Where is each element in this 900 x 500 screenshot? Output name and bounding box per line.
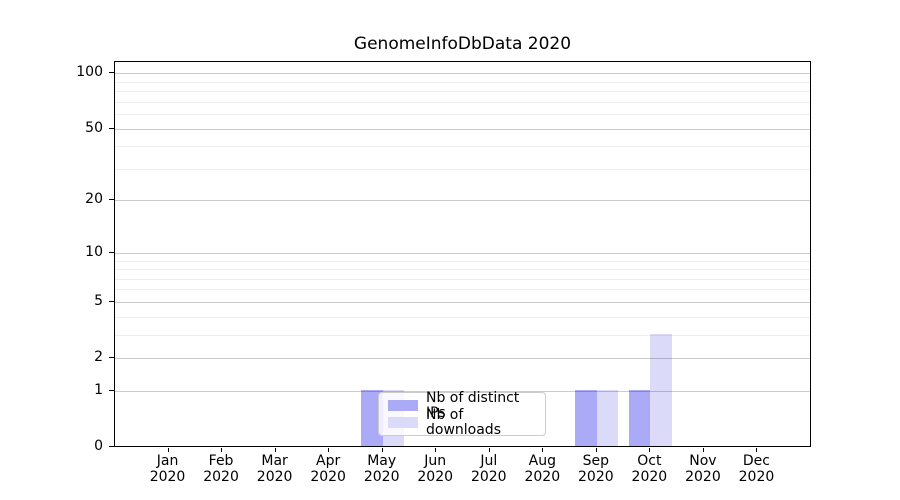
bar-distinct-ips [575,389,597,446]
x-tick-label: Mar 2020 [256,453,293,485]
x-tick-label: Nov 2020 [685,453,721,485]
x-tick [488,448,490,452]
legend-swatch-distinct-ips [388,400,418,411]
chart-title: GenomeInfoDbData 2020 [353,34,572,54]
x-tick-label: Sep 2020 [578,453,614,485]
x-tick [381,448,383,452]
y-tick [109,300,114,302]
bar-distinct-ips [361,389,383,446]
legend: Nb of distinct IPs Nb of downloads [378,390,546,437]
x-tick-label: Aug 2020 [524,453,561,485]
x-tick-label: Apr 2020 [310,453,346,485]
gridline-major [115,128,810,130]
x-tick-label: May 2020 [363,453,400,485]
y-tick [109,446,114,447]
x-tick [435,448,437,452]
y-tick-label: 2 [94,349,103,366]
gridline-minor [115,260,810,262]
legend-item-distinct-ips: Nb of distinct IPs [388,390,536,420]
x-tick [274,448,276,452]
x-tick-label: Feb 2020 [203,453,239,485]
x-tick [756,448,758,452]
y-tick-label: 20 [85,191,103,208]
gridline-major [115,73,810,75]
legend-label-distinct-ips: Nb of distinct IPs [426,389,520,421]
gridline-minor [115,269,810,271]
x-tick [221,448,223,452]
gridline-major [115,301,810,303]
legend-swatch-downloads [388,417,418,428]
x-tick [649,448,651,452]
gridline-major [115,200,810,202]
gridline-minor [115,146,810,148]
x-tick-label: Jul 2020 [470,453,507,485]
gridline-minor [115,114,810,116]
x-tick [702,448,704,452]
gridline-minor [115,334,810,336]
legend-item-downloads: Nb of downloads [388,407,536,437]
gridline-minor [115,278,810,280]
y-tick-label: 50 [85,119,103,136]
y-tick [109,357,114,359]
y-tick [109,72,114,74]
x-tick-label: Oct 2020 [631,453,668,485]
y-tick [109,251,114,253]
gridline-minor [115,289,810,291]
plot-area [114,61,811,447]
gridline-major [115,358,810,360]
x-tick-label: Jun 2020 [417,453,454,485]
y-tick [109,389,114,391]
x-tick-label: Jan 2020 [149,453,186,485]
x-tick [542,448,544,452]
x-tick [167,448,169,452]
gridline-major [115,252,810,254]
y-tick [109,127,114,129]
gridline-minor [115,316,810,318]
x-tick [595,448,597,452]
gridline-minor [115,101,810,103]
y-tick-label: 0 [94,438,103,454]
gridline-minor [115,91,810,93]
gridline-minor [115,81,810,83]
gridline-minor [115,168,810,170]
y-tick-label: 10 [85,243,103,260]
bar-downloads [596,389,619,446]
bar-downloads [650,333,672,446]
x-tick [328,448,330,452]
y-tick [109,199,114,201]
y-tick-label: 1 [94,381,103,398]
legend-label-downloads: Nb of downloads [426,406,501,438]
gridline-major [115,390,810,392]
x-tick-label: Dec 2020 [738,453,775,485]
y-tick-label: 5 [94,292,103,309]
bar-distinct-ips [628,389,651,446]
y-tick-label: 100 [76,64,103,81]
